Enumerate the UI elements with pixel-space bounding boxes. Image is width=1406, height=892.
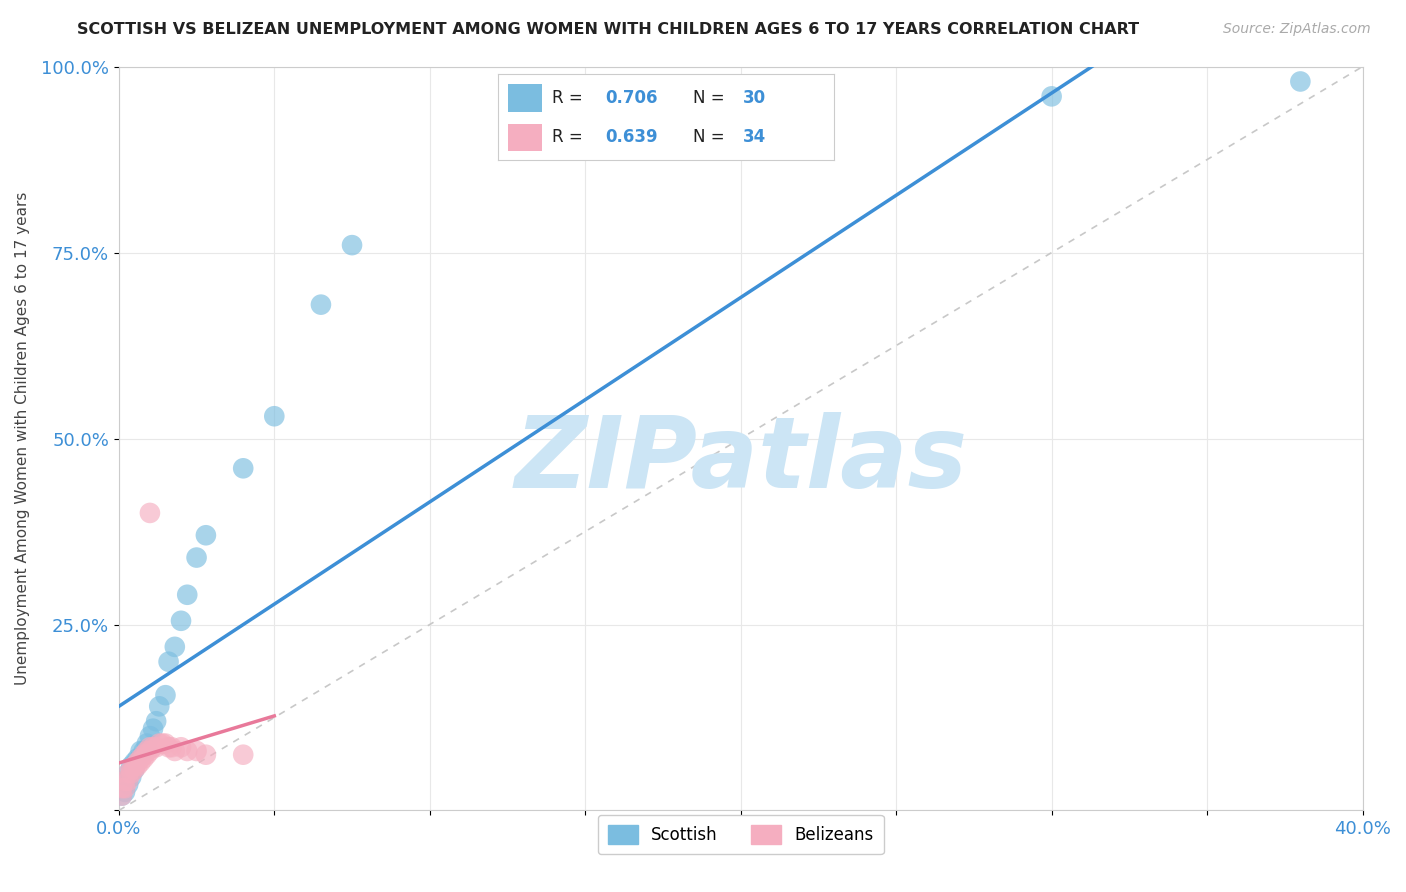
Point	[124, 759, 146, 773]
Point	[132, 744, 155, 758]
Y-axis label: Unemployment Among Women with Children Ages 6 to 17 years: Unemployment Among Women with Children A…	[15, 192, 30, 685]
Text: ZIPatlas: ZIPatlas	[515, 412, 967, 509]
Point	[127, 759, 149, 773]
Point	[170, 740, 193, 755]
Point	[132, 751, 155, 765]
Point	[117, 777, 139, 791]
Point	[1040, 89, 1063, 103]
Point	[176, 744, 198, 758]
Point	[148, 699, 170, 714]
Point	[124, 763, 146, 777]
Point	[155, 688, 177, 702]
Point	[114, 773, 136, 788]
Point	[127, 755, 149, 769]
Point	[135, 737, 157, 751]
Point	[142, 722, 165, 736]
Point	[111, 781, 134, 796]
Point	[186, 744, 208, 758]
Point	[194, 528, 217, 542]
Point	[139, 729, 162, 743]
Point	[145, 740, 167, 755]
Point	[150, 737, 173, 751]
Point	[163, 744, 186, 758]
Point	[157, 655, 180, 669]
Point	[176, 588, 198, 602]
Point	[117, 766, 139, 780]
Point	[120, 766, 142, 780]
Point	[129, 755, 152, 769]
Point	[132, 747, 155, 762]
Point	[155, 737, 177, 751]
Point	[111, 789, 134, 803]
Point	[160, 740, 183, 755]
Point	[232, 747, 254, 762]
Point	[157, 740, 180, 755]
Point	[309, 298, 332, 312]
Point	[263, 409, 285, 424]
Point	[340, 238, 363, 252]
Point	[232, 461, 254, 475]
Point	[114, 785, 136, 799]
Point	[117, 773, 139, 788]
Point	[129, 744, 152, 758]
Point	[135, 744, 157, 758]
Text: Source: ZipAtlas.com: Source: ZipAtlas.com	[1223, 22, 1371, 37]
Point	[148, 737, 170, 751]
Point	[114, 781, 136, 796]
Point	[139, 506, 162, 520]
Legend: Scottish, Belizeans: Scottish, Belizeans	[598, 815, 883, 855]
Point	[124, 755, 146, 769]
Point	[124, 763, 146, 777]
Point	[194, 747, 217, 762]
Point	[129, 751, 152, 765]
Point	[120, 763, 142, 777]
Point	[135, 747, 157, 762]
Point	[186, 550, 208, 565]
Point	[117, 766, 139, 780]
Text: SCOTTISH VS BELIZEAN UNEMPLOYMENT AMONG WOMEN WITH CHILDREN AGES 6 TO 17 YEARS C: SCOTTISH VS BELIZEAN UNEMPLOYMENT AMONG …	[77, 22, 1139, 37]
Point	[114, 773, 136, 788]
Point	[163, 640, 186, 654]
Point	[120, 759, 142, 773]
Point	[1289, 74, 1312, 88]
Point	[170, 614, 193, 628]
Point	[127, 751, 149, 765]
Point	[139, 740, 162, 755]
Point	[145, 714, 167, 729]
Point	[139, 744, 162, 758]
Point	[111, 789, 134, 803]
Point	[120, 770, 142, 784]
Point	[142, 740, 165, 755]
